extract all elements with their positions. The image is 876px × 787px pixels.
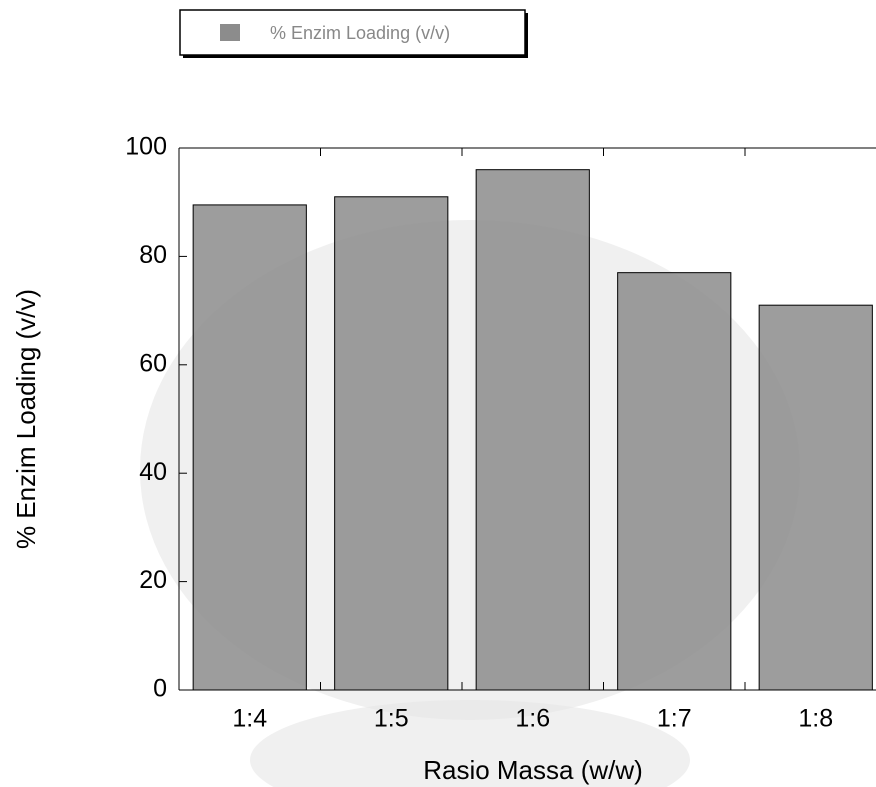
chart: % Enzim Loading (v/v) Rasio Massa (w/w) … (0, 0, 876, 787)
x-tick-label: 1:7 (657, 705, 692, 733)
x-tick-label: 1:4 (232, 705, 267, 733)
bar (193, 205, 306, 690)
y-tick-label: 60 (139, 349, 167, 377)
legend: % Enzim Loading (v/v) (180, 10, 528, 58)
x-tick-label: 1:5 (374, 705, 409, 733)
x-tick-label: 1:8 (798, 705, 833, 733)
y-tick-label: 80 (139, 241, 167, 269)
x-tick-label: 1:6 (515, 705, 550, 733)
legend-label: % Enzim Loading (v/v) (270, 23, 450, 43)
bar (335, 197, 448, 690)
y-tick-label: 0 (153, 675, 167, 703)
y-tick-label: 100 (125, 133, 167, 161)
bar (618, 273, 731, 690)
legend-swatch (220, 24, 240, 41)
bar (759, 305, 872, 690)
y-axis-title: % Enzim Loading (v/v) (11, 289, 41, 549)
y-tick-label: 20 (139, 566, 167, 594)
y-tick-label: 40 (139, 458, 167, 486)
bar (476, 170, 589, 690)
x-axis-title: Rasio Massa (w/w) (423, 755, 643, 785)
